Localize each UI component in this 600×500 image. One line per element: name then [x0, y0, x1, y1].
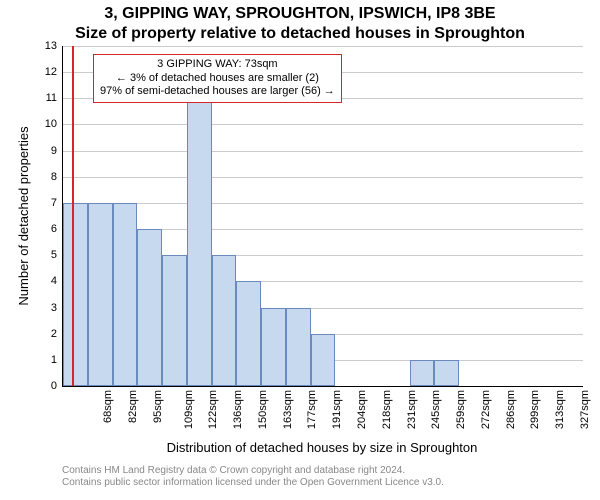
annotation-line: ← 3% of detached houses are smaller (2) [100, 72, 335, 86]
xtick-label: 299sqm [529, 390, 541, 429]
xtick-label: 68sqm [102, 390, 114, 423]
bar [113, 203, 138, 386]
bar [236, 281, 261, 386]
xtick-label: 150sqm [257, 390, 269, 429]
attribution-line-1: Contains HM Land Registry data © Crown c… [62, 465, 444, 477]
annotation-line: 97% of semi-detached houses are larger (… [100, 85, 335, 99]
annotation-line: 3 GIPPING WAY: 73sqm [100, 58, 335, 72]
bar [162, 255, 187, 386]
bar [212, 255, 237, 386]
xtick-label: 313sqm [554, 390, 566, 429]
xtick-label: 122sqm [208, 390, 220, 429]
ytick-label: 2 [51, 328, 63, 340]
x-axis-label: Distribution of detached houses by size … [62, 440, 582, 455]
gridline [63, 46, 583, 47]
gridline [63, 177, 583, 178]
xtick-label: 204sqm [356, 390, 368, 429]
annotation-box: 3 GIPPING WAY: 73sqm← 3% of detached hou… [93, 54, 342, 103]
bar [410, 360, 435, 386]
xtick-label: 231sqm [406, 390, 418, 429]
ytick-label: 7 [51, 197, 63, 209]
ytick-label: 6 [51, 223, 63, 235]
ytick-label: 4 [51, 275, 63, 287]
ytick-label: 8 [51, 171, 63, 183]
ytick-label: 1 [51, 354, 63, 366]
ytick-label: 13 [45, 40, 63, 52]
gridline [63, 151, 583, 152]
bar [137, 229, 162, 386]
plot-area: 01234567891011121368sqm82sqm95sqm109sqm1… [62, 46, 583, 387]
bar [187, 72, 212, 386]
xtick-label: 245sqm [430, 390, 442, 429]
xtick-label: 82sqm [127, 390, 139, 423]
gridline [63, 203, 583, 204]
chart-container: 3, GIPPING WAY, SPROUGHTON, IPSWICH, IP8… [0, 0, 600, 500]
xtick-label: 136sqm [232, 390, 244, 429]
attribution: Contains HM Land Registry data © Crown c… [62, 465, 444, 489]
y-axis-label: Number of detached properties [16, 126, 31, 305]
xtick-label: 95sqm [152, 390, 164, 423]
xtick-label: 163sqm [282, 390, 294, 429]
bar [286, 308, 311, 386]
xtick-label: 109sqm [183, 390, 195, 429]
xtick-label: 286sqm [505, 390, 517, 429]
bar [434, 360, 459, 386]
bar [88, 203, 113, 386]
xtick-label: 327sqm [579, 390, 591, 429]
marker-line [72, 46, 74, 386]
xtick-label: 218sqm [381, 390, 393, 429]
ytick-label: 10 [45, 118, 63, 130]
bar [63, 203, 88, 386]
ytick-label: 5 [51, 249, 63, 261]
bar [311, 334, 336, 386]
titles: 3, GIPPING WAY, SPROUGHTON, IPSWICH, IP8… [0, 4, 600, 44]
attribution-line-2: Contains public sector information licen… [62, 477, 444, 489]
bar [261, 308, 286, 386]
title-line-1: 3, GIPPING WAY, SPROUGHTON, IPSWICH, IP8… [0, 4, 600, 24]
title-line-2: Size of property relative to detached ho… [0, 24, 600, 44]
ytick-label: 11 [46, 92, 63, 104]
xtick-label: 191sqm [331, 390, 343, 429]
ytick-label: 0 [51, 380, 63, 392]
xtick-label: 259sqm [455, 390, 467, 429]
xtick-label: 272sqm [480, 390, 492, 429]
ytick-label: 12 [45, 66, 63, 78]
ytick-label: 3 [51, 302, 63, 314]
gridline [63, 124, 583, 125]
ytick-label: 9 [51, 145, 63, 157]
xtick-label: 177sqm [307, 390, 319, 429]
